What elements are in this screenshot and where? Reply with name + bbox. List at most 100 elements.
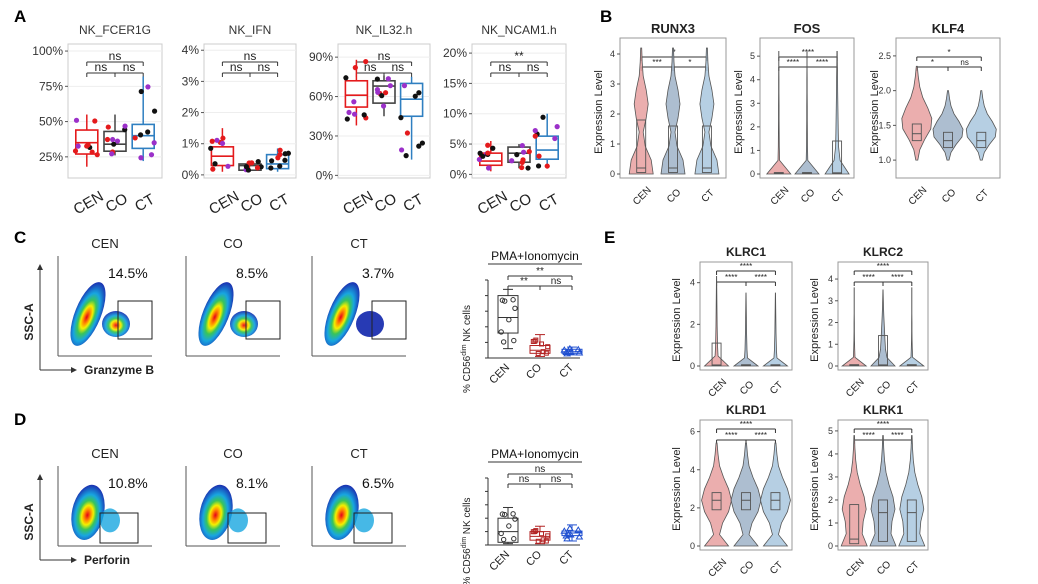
data-point	[382, 90, 389, 96]
y-tick-label: 2	[828, 495, 833, 505]
sig-label: ****	[816, 58, 828, 67]
inner-box	[711, 342, 722, 367]
data-point	[566, 347, 575, 355]
y-tick-label: 4	[690, 465, 695, 475]
density-cloud	[325, 484, 359, 540]
data-point	[210, 166, 216, 172]
data-point	[374, 76, 380, 82]
flow-axis-labels: SSC-A Granzyme B	[22, 264, 154, 377]
data-point	[532, 133, 538, 139]
plot-frame	[203, 43, 297, 179]
data-point	[416, 143, 422, 149]
data-point	[92, 118, 98, 124]
y-axis-label: Expression Level	[809, 278, 821, 362]
violin-shape	[901, 65, 933, 161]
data-point	[343, 75, 349, 81]
flow-density-plot: CT 3.7%	[311, 236, 407, 357]
y-tick-label: 1.0	[878, 155, 891, 165]
y-tick-label: 1	[828, 339, 833, 349]
y-tick-label: 1	[610, 139, 615, 149]
y-tick-label: 3	[828, 296, 833, 306]
sample-title: CT	[350, 236, 367, 251]
data-point	[219, 140, 226, 146]
data-point	[403, 153, 409, 159]
y-tick-label: 75%	[39, 79, 63, 93]
density-lobe	[228, 508, 248, 533]
y-axis-superscript: dim	[461, 537, 468, 548]
x-tick-label: CO	[738, 379, 757, 398]
sig-label: ****	[862, 431, 874, 440]
data-point	[398, 115, 404, 121]
y-tick-label: 90%	[309, 50, 333, 64]
gate-percentage: 14.5%	[108, 265, 148, 281]
x-tick-label: CT	[400, 191, 426, 216]
y-tick-label: 1	[750, 145, 755, 155]
sig-label: ****	[740, 262, 752, 271]
data-point	[535, 163, 542, 169]
data-point	[530, 338, 536, 344]
y-tick-label: 4	[828, 274, 833, 284]
x-tick-label: CO	[507, 190, 535, 216]
density-cloud	[70, 282, 106, 346]
sig-label: ns	[109, 49, 122, 63]
sig-label: *	[947, 48, 950, 57]
gate-percentage: 3.7%	[362, 265, 394, 281]
violin-shape	[840, 435, 868, 547]
y-axis-label: Expression Level	[733, 70, 745, 154]
x-tick-label: CEN	[475, 188, 511, 219]
data-point	[544, 163, 550, 169]
data-point	[269, 158, 275, 164]
y-tick-label: 10%	[443, 107, 467, 121]
sig-label: ***	[652, 58, 661, 67]
sig-label: ns	[519, 474, 530, 485]
arrow-head	[71, 367, 77, 373]
data-point	[401, 83, 408, 89]
y-tick-label: 2	[750, 122, 755, 132]
data-point	[506, 523, 512, 529]
data-point	[560, 527, 569, 534]
sig-label: ****	[787, 58, 799, 67]
y-axis-label: Expression Level	[593, 70, 605, 154]
y-tick-label: 2.5	[878, 51, 891, 61]
x-tick-label: CT	[904, 380, 921, 397]
y-tick-label: 0	[828, 541, 833, 551]
x-tick-label: CO	[524, 548, 544, 568]
y-tick-label: 20%	[443, 46, 467, 60]
data-point	[94, 152, 100, 158]
data-point	[511, 536, 517, 542]
density-cloud	[324, 282, 360, 346]
inner-box	[701, 125, 712, 173]
data-point	[225, 163, 231, 169]
data-point	[110, 136, 116, 143]
box	[497, 295, 519, 334]
data-point	[385, 76, 391, 82]
gate-percentage: 10.8%	[108, 475, 148, 491]
data-point	[212, 161, 218, 167]
data-point	[404, 130, 411, 136]
inner-box	[849, 504, 860, 545]
density-lobe	[356, 311, 384, 337]
violin-shape	[794, 51, 820, 175]
sig-label: ns	[551, 474, 562, 485]
flow-density-plot: CEN 10.8%	[57, 446, 152, 547]
violin-shape	[870, 289, 896, 367]
y-tick-label: 4%	[182, 43, 200, 57]
gene-title: KLRC2	[863, 245, 903, 259]
sig-label: ****	[740, 420, 752, 429]
data-point	[214, 137, 220, 143]
data-point	[254, 165, 261, 171]
x-tick-label: CEN	[706, 557, 729, 580]
sig-label: ****	[891, 273, 903, 282]
x-tick-label: CEN	[706, 377, 729, 400]
data-point	[416, 90, 422, 96]
y-tick-label: 0	[690, 361, 695, 371]
data-point	[419, 140, 425, 146]
data-point	[575, 533, 584, 540]
y-tick-label: 30%	[309, 129, 333, 143]
y-tick-label: 4	[610, 49, 615, 59]
data-point	[540, 537, 546, 543]
data-point	[574, 526, 583, 533]
